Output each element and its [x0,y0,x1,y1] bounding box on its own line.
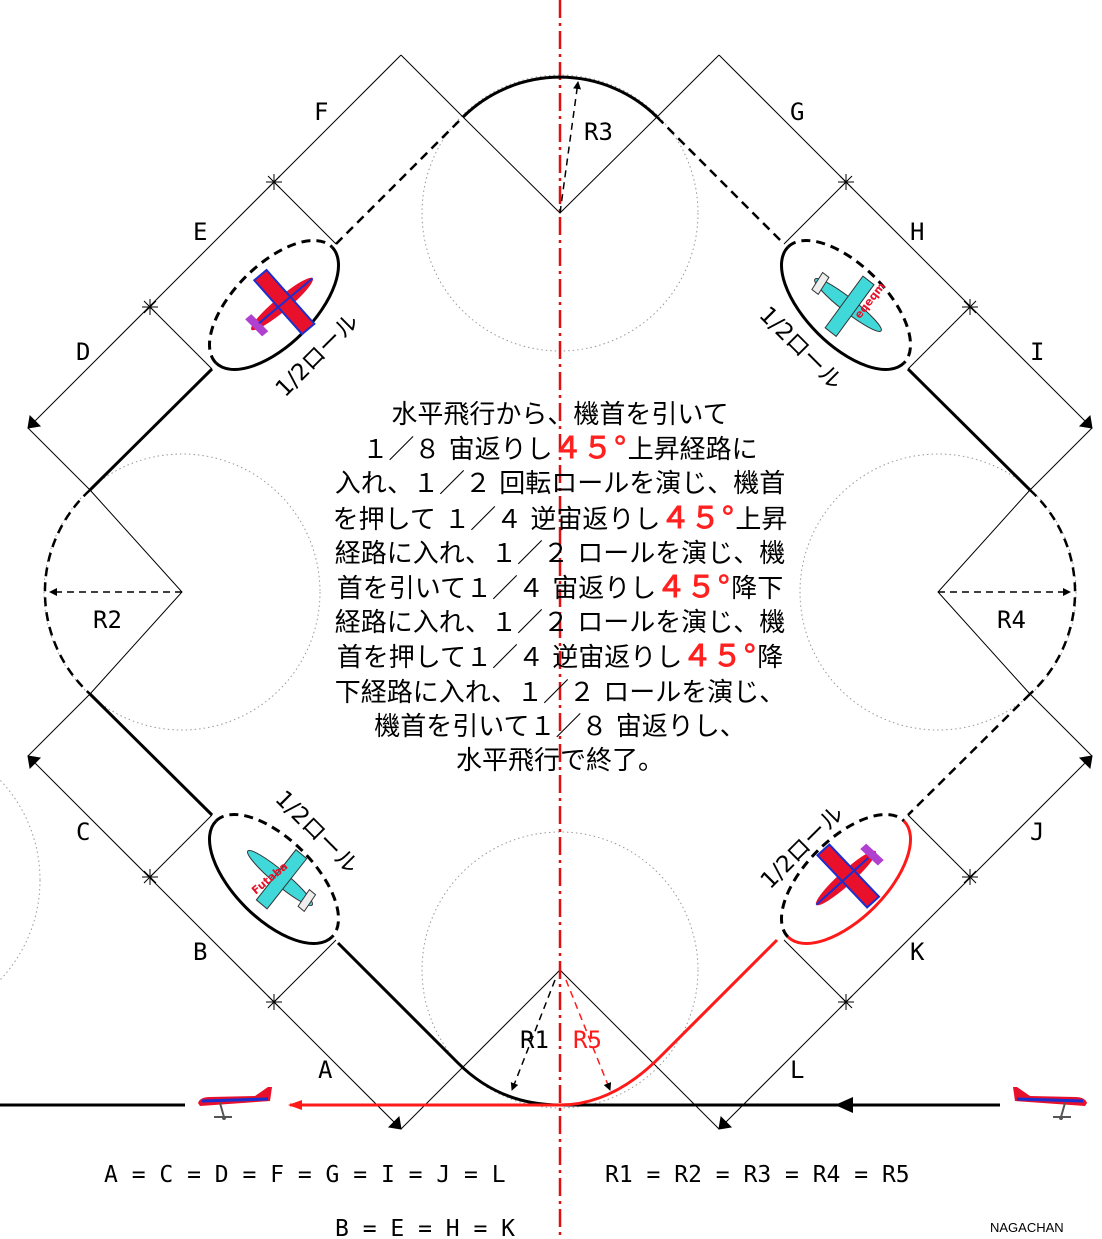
radius-arrows [49,81,1071,1091]
description-line: 水平飛行から、機首を引いて [270,398,850,432]
highlight-angle: ４５° [682,639,758,675]
description-line: 水平飛行で終了。 [270,744,850,778]
description-text: 水平飛行で終了。 [455,746,664,777]
description-text: 入れ、１／２ 回転ロールを演じ、機首 [334,469,786,500]
path-right-upper-descent [906,367,1032,492]
label-b: B [193,938,207,966]
guide-circle-far-left [0,779,41,981]
roll-upper-right [779,238,913,372]
plane-upper-left-icon [245,268,316,337]
description-text: 下経路に入れ、１／２ ロールを演じ、 [334,677,786,708]
description-line: 入れ、１／２ 回転ロールを演じ、機首 [270,467,850,501]
highlight-angle: ４５° [656,570,732,606]
roll-label-upper-left: 1/2ロール [271,309,364,402]
label-a: A [318,1056,333,1084]
exit-path [288,938,779,1110]
formula-segments-short: B = E = H = K [335,1216,515,1239]
roll-lower-left [207,812,341,946]
description-line: １／８ 宙返りし４５°上昇経路に [270,432,850,467]
credit-text: NAGACHAN [990,1220,1064,1235]
label-k: K [910,938,925,966]
label-l: L [790,1056,804,1084]
label-r2: R2 [93,606,122,634]
path-left-upper-climb [88,367,214,492]
formula-radii: R1 = R2 = R3 = R4 = R5 [605,1162,910,1188]
plane-exit-icon [198,1087,272,1120]
dimension-lines [27,54,1093,1130]
label-r5: R5 [573,1026,602,1054]
description-line: 機首を引いて１／８ 宙返りし、 [270,710,850,744]
description-text: 降 [757,643,784,674]
label-j: J [1030,818,1044,846]
label-i: I [1030,338,1044,366]
description-line: 首を引いて１／４ 宙返りし４５°降下 [270,570,850,606]
description-line: を押して １／４ 逆宙返りし４５°上昇 [270,500,850,537]
description-text: １／８ 宙返りし [362,435,553,466]
formulas: A = C = D = F = G = I = J = L R1 = R2 = … [104,1162,910,1239]
description-text: 降下 [731,574,784,605]
segment-labels: A B C D E F G H I J K L [76,98,1044,1084]
description-text: を押して １／４ 逆宙返りし [332,504,661,535]
description-line: 下経路に入れ、１／２ ロールを演じ、 [270,676,850,710]
path-left-lower-climb [88,692,214,817]
plane-entry-icon [1013,1087,1087,1120]
description-text: 経路に入れ、１／２ ロールを演じ、機 [334,608,786,639]
path-top-loop [461,75,659,119]
radius-labels: R1 R2 R3 R4 R5 [93,118,1026,1054]
tick-marks [27,174,1093,1130]
label-e: E [193,218,207,246]
label-r3: R3 [584,118,613,146]
maneuver-description: 水平飛行から、機首を引いて １／８ 宙返りし４５°上昇経路に 入れ、１／２ 回転ロー… [270,398,850,778]
description-text: 首を押して１／４ 逆宙返りし [336,643,683,674]
description-text: 水平飛行から、機首を引いて [391,400,729,430]
formula-segments-long: A = C = D = F = G = I = J = L [104,1162,506,1188]
entry-arrow [835,1097,853,1113]
label-d: D [76,338,90,366]
description-line: 経路に入れ、１／２ ロールを演じ、機 [270,606,850,640]
description-text: 上昇経路に [627,435,758,466]
highlight-angle: ４５° [660,500,736,536]
guide-circle-left [43,453,321,731]
label-r4: R4 [997,606,1026,634]
label-g: G [790,98,804,126]
description-text: 経路に入れ、１／２ ロールを演じ、機 [334,538,786,569]
guide-circle-right [799,453,1077,731]
description-text: 首を引いて１／４ 宙返りし [336,574,657,605]
description-line: 経路に入れ、１／２ ロールを演じ、機 [270,537,850,571]
description-text: 機首を引いて１／８ 宙返りし、 [374,711,746,742]
label-c: C [76,818,90,846]
flight-path-dashed [43,116,1077,816]
description-line: 首を押して１／４ 逆宙返りし４５°降 [270,640,850,675]
label-f: F [314,98,328,126]
highlight-angle: ４５° [552,431,628,467]
plane-lower-right-icon [815,843,884,909]
roll-lower-right [779,812,913,946]
label-h: H [910,218,924,246]
label-r1: R1 [520,1026,549,1054]
description-text: 上昇 [735,504,788,535]
